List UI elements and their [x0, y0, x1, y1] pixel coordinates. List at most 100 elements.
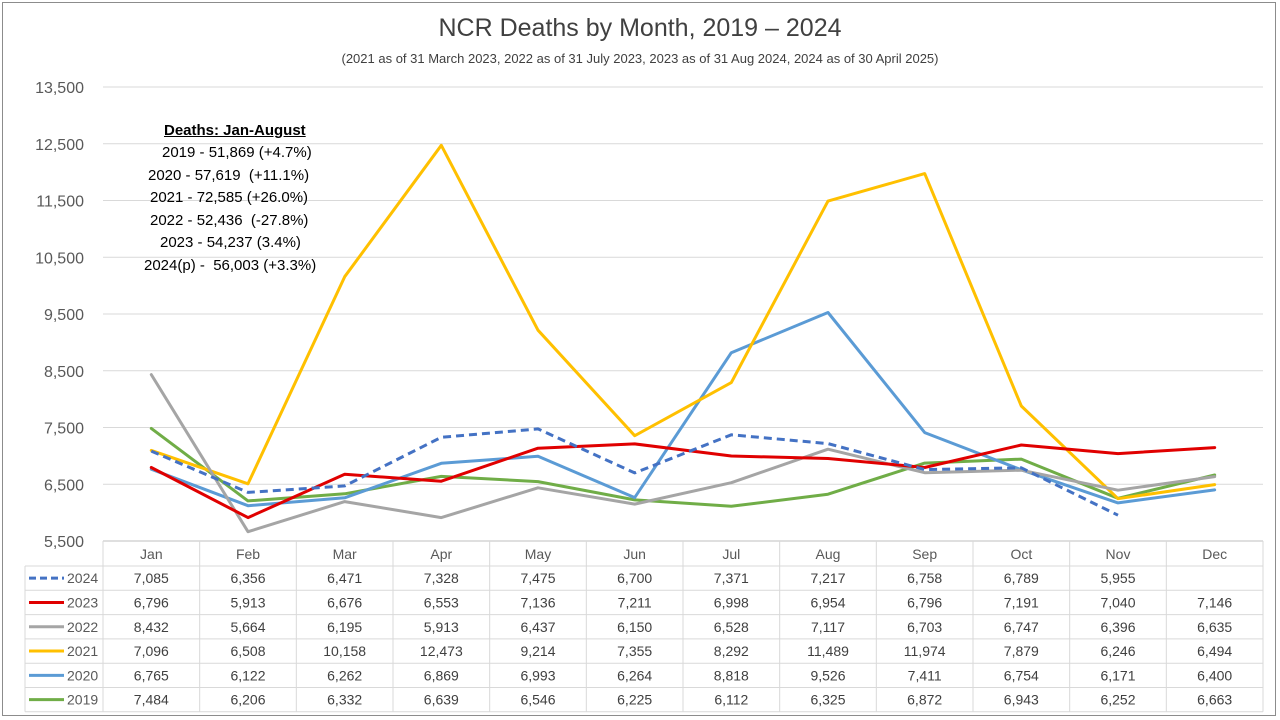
- data-label: 5,913: [424, 619, 459, 635]
- y-tick-label: 8,500: [44, 364, 84, 381]
- data-label: 9,526: [810, 667, 845, 683]
- legend-label: 2020: [67, 667, 98, 683]
- x-tick-label: Oct: [1010, 546, 1032, 562]
- data-label: 7,879: [1004, 643, 1039, 659]
- legend-label: 2021: [67, 643, 98, 659]
- data-label: 6,195: [327, 619, 362, 635]
- data-label: 8,432: [134, 619, 169, 635]
- annotation-line: 2020 - 57,619 (+11.1%): [148, 166, 310, 184]
- data-label: 6,437: [520, 619, 555, 635]
- data-label: 7,411: [908, 667, 942, 683]
- legend-label: 2019: [67, 692, 98, 708]
- data-label: 6,869: [424, 667, 459, 683]
- data-label: 9,214: [520, 643, 555, 659]
- y-tick-label: 5,500: [44, 534, 84, 551]
- data-label: 6,700: [617, 570, 652, 586]
- series-line-2024: [150, 427, 1119, 517]
- data-label: 8,292: [714, 643, 749, 659]
- data-label: 6,471: [327, 570, 362, 586]
- y-tick-label: 11,500: [36, 194, 84, 211]
- x-tick-label: Aug: [816, 546, 841, 562]
- data-label: 6,703: [907, 619, 942, 635]
- data-label: 6,747: [1004, 619, 1039, 635]
- data-label: 6,508: [230, 643, 265, 659]
- data-label: 7,211: [618, 594, 652, 610]
- y-tick-label: 9,500: [44, 307, 84, 324]
- data-label: 6,553: [424, 594, 459, 610]
- data-label: 10,158: [323, 643, 366, 659]
- data-label: 6,400: [1197, 667, 1232, 683]
- annotation-heading: Deaths: Jan-August: [164, 122, 306, 139]
- data-label: 6,494: [1197, 643, 1232, 659]
- data-label: 7,371: [714, 570, 749, 586]
- data-label: 6,396: [1100, 619, 1135, 635]
- data-label: 6,635: [1197, 619, 1232, 635]
- data-label: 11,974: [904, 643, 946, 659]
- data-label: 7,475: [520, 570, 555, 586]
- data-label: 7,117: [811, 619, 845, 635]
- data-label: 7,355: [617, 643, 652, 659]
- data-label: 6,676: [327, 594, 362, 610]
- chart-subtitle: (2021 as of 31 March 2023, 2022 as of 31…: [341, 51, 939, 66]
- y-tick-label: 7,500: [44, 421, 84, 438]
- data-label: 11,489: [807, 643, 849, 659]
- data-label: 6,993: [520, 667, 555, 683]
- annotation-box: Deaths: Jan-August 2019 - 51,869 (+4.7%)…: [130, 122, 350, 277]
- data-label: 6,356: [230, 570, 265, 586]
- data-label: 7,484: [134, 692, 169, 708]
- y-tick-label: 13,500: [35, 80, 84, 97]
- data-label: 6,796: [907, 594, 942, 610]
- data-label: 6,225: [617, 692, 652, 708]
- data-label: 6,264: [617, 667, 652, 683]
- data-label: 6,262: [327, 667, 362, 683]
- data-label: 8,818: [714, 667, 749, 683]
- chart-title: NCR Deaths by Month, 2019 – 2024: [438, 14, 842, 42]
- data-label: 7,328: [424, 570, 459, 586]
- data-label: 6,325: [810, 692, 845, 708]
- data-label: 6,639: [424, 692, 459, 708]
- x-tick-label: Feb: [236, 546, 260, 562]
- series-line-2019: [149, 426, 1217, 508]
- annotation-line: 2023 - 54,237 (3.4%): [160, 234, 301, 251]
- data-label: 6,758: [907, 570, 942, 586]
- data-label: 6,954: [810, 594, 845, 610]
- data-label: 6,332: [327, 692, 362, 708]
- data-label: 6,796: [134, 594, 169, 610]
- x-tick-label: Nov: [1106, 546, 1131, 562]
- data-label: 6,528: [714, 619, 749, 635]
- x-tick-label: Jun: [623, 546, 646, 562]
- annotation-line: 2019 - 51,869 (+4.7%): [162, 144, 312, 161]
- x-tick-label: Jul: [722, 546, 740, 562]
- data-label: 5,664: [230, 619, 265, 635]
- data-label: 7,146: [1197, 594, 1232, 610]
- x-tick-label: May: [525, 546, 551, 562]
- data-label: 6,765: [134, 667, 169, 683]
- data-label: 12,473: [420, 643, 463, 659]
- y-tick-label: 10,500: [35, 250, 84, 267]
- data-label: 6,252: [1100, 692, 1135, 708]
- data-label: 7,085: [134, 570, 169, 586]
- legend-label: 2024: [67, 570, 98, 586]
- data-label: 6,546: [520, 692, 555, 708]
- x-tick-label: Dec: [1202, 546, 1227, 562]
- data-label: 5,955: [1100, 570, 1135, 586]
- annotation-line: 2024(p) - 56,003 (+3.3%): [144, 256, 317, 274]
- series-line-2023: [149, 442, 1217, 520]
- legend-label: 2023: [67, 594, 98, 610]
- data-label: 6,150: [617, 619, 652, 635]
- x-tick-label: Apr: [430, 546, 452, 562]
- data-label: 5,913: [230, 594, 265, 610]
- data-label: 6,943: [1004, 692, 1039, 708]
- legend-label: 2022: [67, 619, 98, 635]
- data-label: 6,663: [1197, 692, 1232, 708]
- series-line-2021: [149, 143, 1217, 501]
- data-label: 7,040: [1100, 594, 1135, 610]
- data-label: 6,122: [230, 667, 265, 683]
- data-label: 6,246: [1100, 643, 1135, 659]
- x-tick-label: Mar: [333, 546, 357, 562]
- data-label: 6,872: [907, 692, 942, 708]
- data-label: 6,171: [1100, 667, 1135, 683]
- data-label: 6,998: [714, 594, 749, 610]
